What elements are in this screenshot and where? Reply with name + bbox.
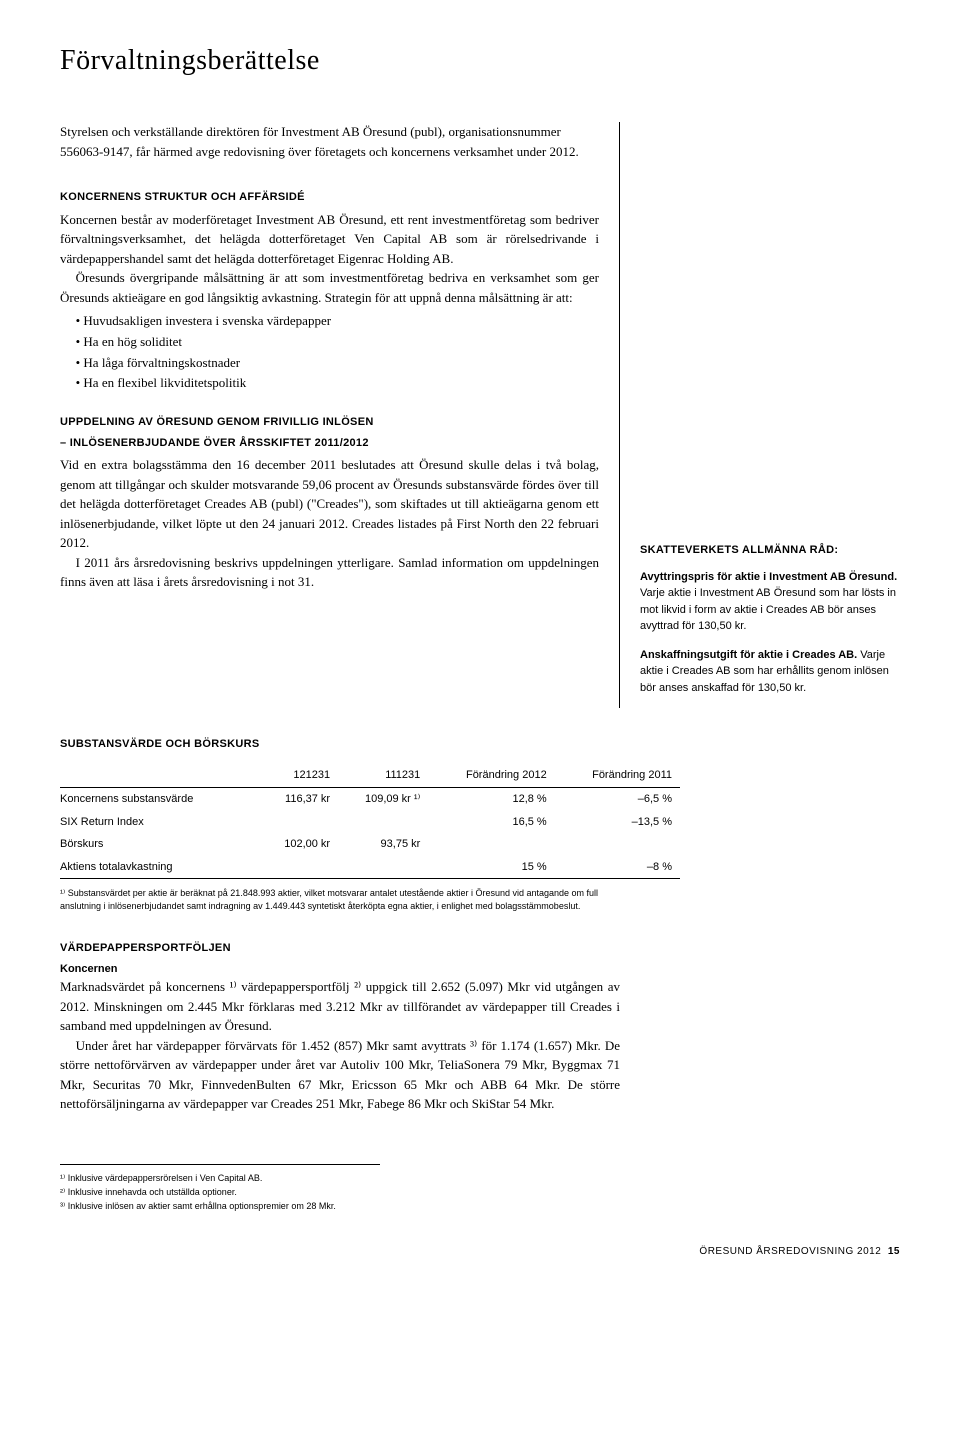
intro-paragraph: Styrelsen och verkställande direktören f…	[60, 122, 599, 161]
table-cell	[428, 833, 554, 856]
uppdelning-heading-1: UPPDELNING AV ÖRESUND GENOM FRIVILLIG IN…	[60, 414, 599, 431]
table-row: Börskurs 102,00 kr 93,75 kr	[60, 833, 680, 856]
table-cell: –6,5 %	[555, 788, 680, 811]
table-cell: –8 %	[555, 856, 680, 879]
table-cell	[555, 833, 680, 856]
struktur-p1: Koncernen består av moderföretaget Inves…	[60, 210, 599, 269]
skatteverket-p1: Avyttringspris för aktie i Investment AB…	[640, 569, 900, 635]
table-cell: 16,5 %	[428, 811, 554, 834]
bullet-item: Ha låga förvaltningskostnader	[76, 353, 599, 374]
table-header: 111231	[338, 763, 428, 788]
uppdelning-p1: Vid en extra bolagsstämma den 16 decembe…	[60, 455, 599, 553]
table-header: Förändring 2011	[555, 763, 680, 788]
page-title: Förvaltningsberättelse	[60, 40, 900, 82]
footer-text: ÖRESUND ÅRSREDOVISNING 2012	[699, 1246, 881, 1257]
uppdelning-heading-2: – INLÖSENERBJUDANDE ÖVER ÅRSSKIFTET 2011…	[60, 435, 599, 452]
page-footer: ÖRESUND ÅRSREDOVISNING 2012 15	[60, 1244, 900, 1259]
strategy-bullets: Huvudsakligen investera i svenska värdep…	[76, 311, 599, 394]
table-cell: 15 %	[428, 856, 554, 879]
table-cell: Koncernens substansvärde	[60, 788, 261, 811]
table-row: Aktiens totalavkastning 15 % –8 %	[60, 856, 680, 879]
skatteverket-p2: Anskaffningsutgift för aktie i Creades A…	[640, 647, 900, 697]
portfolj-subheading: Koncernen	[60, 961, 620, 978]
footnote: ³⁾ Inklusive inlösen av aktier samt erhå…	[60, 1199, 380, 1213]
struktur-p2: Öresunds övergripande målsättning är att…	[60, 268, 599, 307]
table-cell	[338, 856, 428, 879]
footnote: ¹⁾ Inklusive värdepappersrörelsen i Ven …	[60, 1171, 380, 1185]
bullet-item: Huvudsakligen investera i svenska värdep…	[76, 311, 599, 332]
table-row: Koncernens substansvärde 116,37 kr 109,0…	[60, 788, 680, 811]
table-cell: 109,09 kr ¹⁾	[338, 788, 428, 811]
footnotes: ¹⁾ Inklusive värdepappersrörelsen i Ven …	[60, 1164, 380, 1214]
portfolj-p2: Under året har värdepapper förvärvats fö…	[60, 1036, 620, 1114]
table-cell: Börskurs	[60, 833, 261, 856]
table-header	[60, 763, 261, 788]
struktur-heading: KONCERNENS STRUKTUR OCH AFFÄRSIDÉ	[60, 189, 599, 206]
bullet-item: Ha en flexibel likviditetspolitik	[76, 373, 599, 394]
uppdelning-p2: I 2011 års årsredovisning beskrivs uppde…	[60, 553, 599, 592]
portfolj-p1: Marknadsvärdet på koncernens ¹⁾ värdepap…	[60, 977, 620, 1036]
side-column: SKATTEVERKETS ALLMÄNNA RÅD: Avyttringspr…	[620, 122, 900, 708]
table-cell: 12,8 %	[428, 788, 554, 811]
table-cell: 102,00 kr	[261, 833, 338, 856]
skatteverket-p1-rest: Varje aktie i Investment AB Öresund som …	[640, 587, 896, 632]
footnote: ²⁾ Inklusive innehavda och utställda opt…	[60, 1185, 380, 1199]
table-cell: 116,37 kr	[261, 788, 338, 811]
page-number: 15	[888, 1246, 900, 1257]
skatteverket-p2-bold: Anskaffningsutgift för aktie i Creades A…	[640, 649, 857, 661]
substans-table: 121231 111231 Förändring 2012 Förändring…	[60, 763, 680, 880]
table-cell: 93,75 kr	[338, 833, 428, 856]
table-header: 121231	[261, 763, 338, 788]
table-cell: –13,5 %	[555, 811, 680, 834]
table-header: Förändring 2012	[428, 763, 554, 788]
bullet-item: Ha en hög soliditet	[76, 332, 599, 353]
table-row: SIX Return Index 16,5 % –13,5 %	[60, 811, 680, 834]
skatteverket-heading: SKATTEVERKETS ALLMÄNNA RÅD:	[640, 542, 900, 559]
portfolj-heading: VÄRDEPAPPERSPORTFÖLJEN	[60, 940, 620, 957]
table-header-row: 121231 111231 Förändring 2012 Förändring…	[60, 763, 680, 788]
substans-heading: SUBSTANSVÄRDE OCH BÖRSKURS	[60, 736, 900, 753]
table-cell: Aktiens totalavkastning	[60, 856, 261, 879]
table-footnote: ¹⁾ Substansvärdet per aktie är beräknat …	[60, 887, 640, 912]
table-cell	[261, 811, 338, 834]
main-column: Styrelsen och verkställande direktören f…	[60, 122, 620, 708]
table-cell: SIX Return Index	[60, 811, 261, 834]
table-cell	[261, 856, 338, 879]
table-cell	[338, 811, 428, 834]
skatteverket-p1-bold: Avyttringspris för aktie i Investment AB…	[640, 571, 897, 583]
